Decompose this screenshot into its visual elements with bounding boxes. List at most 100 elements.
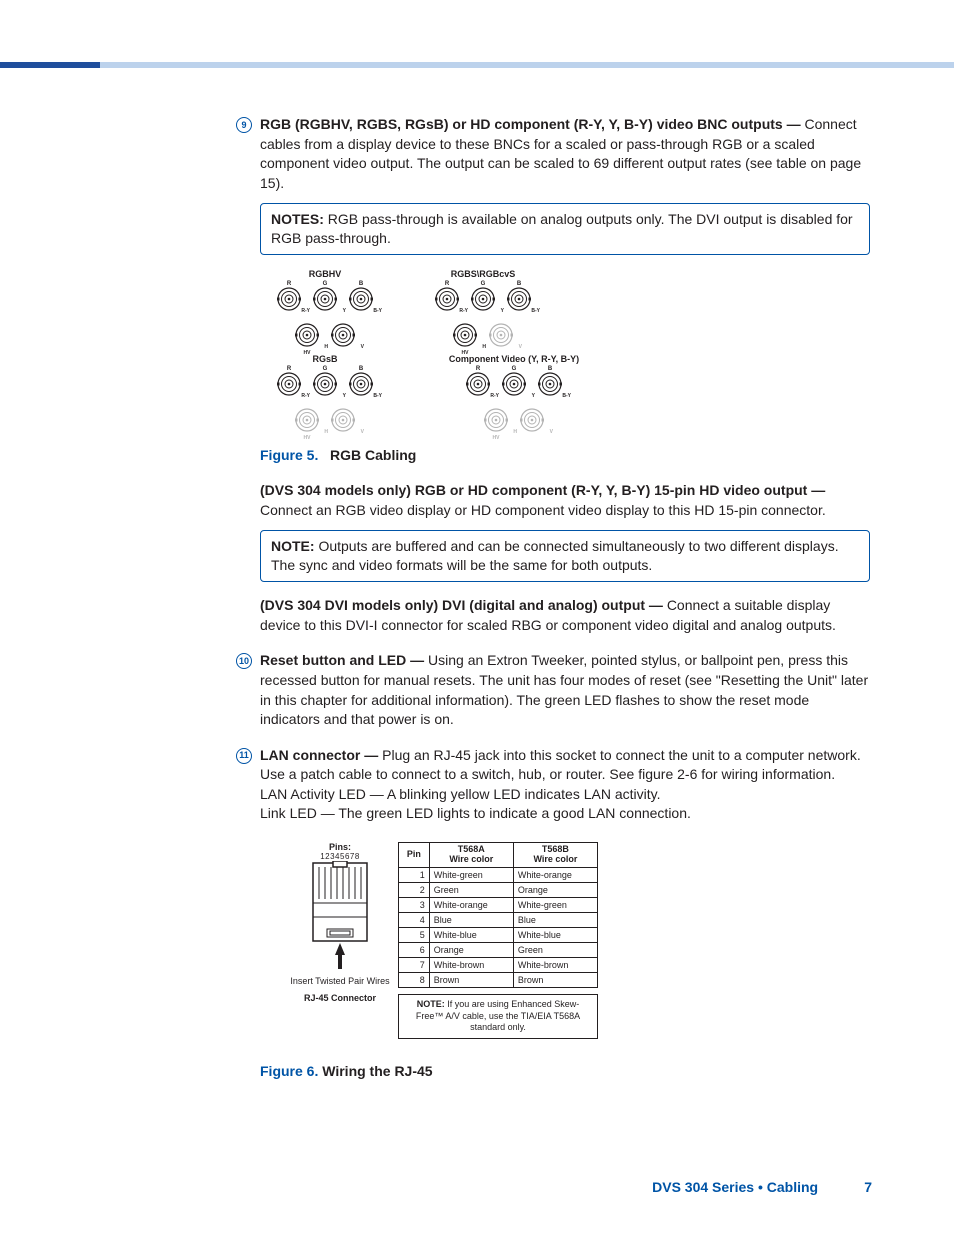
table-row: 4 Blue Blue (399, 912, 598, 927)
cell-t568a: White-orange (429, 897, 513, 912)
note-label: NOTES: (271, 211, 324, 227)
table-row: 3 White-orange White-green (399, 897, 598, 912)
bnc-connector-icon: HHV (292, 318, 322, 348)
rj45-icon (305, 861, 375, 971)
cell-t568b: Brown (513, 972, 597, 987)
header-light-bar (100, 62, 954, 68)
cell-t568a: White-green (429, 867, 513, 882)
item-11: 11 LAN connector — Plug an RJ-45 jack in… (260, 746, 870, 824)
note-text: RGB pass-through is available on analog … (271, 211, 853, 246)
bnc-connector-icon: HHV (292, 403, 322, 433)
th-pin: Pin (399, 843, 430, 868)
cell-t568b: White-green (513, 897, 597, 912)
cell-t568a: White-blue (429, 927, 513, 942)
note-text-2: Outputs are buffered and can be connecte… (271, 538, 839, 573)
page-content: 9 RGB (RGBHV, RGBS, RGsB) or HD componen… (260, 115, 870, 1097)
bnc-connector-icon: GY (310, 282, 340, 312)
bnc-connector-icon: BB-Y (346, 282, 376, 312)
table-row: 6 Orange Green (399, 942, 598, 957)
rj45-note: NOTE: If you are using Enhanced Skew-Fre… (398, 994, 598, 1039)
bnc-connector-icon: GY (468, 282, 498, 312)
bnc-group: Component Video (Y, R-Y, B-Y) RR-Y GY BB… (424, 354, 604, 433)
figure-5-number: Figure 5. (260, 447, 318, 463)
rj45-insert-caption: Insert Twisted Pair Wires (290, 976, 390, 987)
bnc-connector-icon: GY (499, 367, 529, 397)
dvs304-15pin: (DVS 304 models only) RGB or HD componen… (260, 481, 870, 520)
note-rgb-passthrough: NOTES: RGB pass-through is available on … (260, 203, 870, 255)
rj45-diagram: Pins: 12345678 (290, 842, 870, 1039)
cell-pin: 2 (399, 882, 430, 897)
bnc-group-title: RGBS\RGBcvS (424, 269, 542, 279)
bnc-connector-icon: V (486, 318, 516, 348)
bnc-connector-icon: RR-Y (463, 367, 493, 397)
pins-label: Pins: (290, 842, 390, 852)
item-10-heading: Reset button and LED — (260, 652, 424, 668)
page-number: 7 (842, 1179, 872, 1195)
table-row: 1 White-green White-orange (399, 867, 598, 882)
item-9-heading: RGB (RGBHV, RGBS, RGsB) or HD component … (260, 116, 801, 132)
bnc-group: RGBHV RR-Y GY BB-Y HHV V (266, 269, 384, 348)
callout-9: 9 (236, 117, 252, 133)
callout-11: 11 (236, 748, 252, 764)
rj45-connector-caption: RJ-45 Connector (290, 993, 390, 1004)
bnc-connector-icon: GY (310, 367, 340, 397)
figure-6-number: Figure 6. (260, 1063, 318, 1079)
note-outputs-buffered: NOTE: Outputs are buffered and can be co… (260, 530, 870, 582)
cell-t568b: Green (513, 942, 597, 957)
figure-6-title: Wiring the RJ-45 (322, 1063, 432, 1079)
cell-t568b: White-blue (513, 927, 597, 942)
cell-t568b: Blue (513, 912, 597, 927)
cell-pin: 3 (399, 897, 430, 912)
cell-t568a: Orange (429, 942, 513, 957)
bnc-connector-icon: BB-Y (504, 282, 534, 312)
cell-pin: 5 (399, 927, 430, 942)
rj45-table-wrap: Pin T568AWire color T568BWire color 1 Wh… (398, 842, 608, 1039)
bnc-connector-icon: HHV (450, 318, 480, 348)
page-footer: DVS 304 Series • Cabling 7 (652, 1179, 872, 1195)
bnc-group: RGsB RR-Y GY BB-Y HHV V (266, 354, 384, 433)
rj45-note-label: NOTE: (417, 999, 445, 1009)
header-accent-bar (0, 62, 100, 68)
bnc-connector-icon: BB-Y (346, 367, 376, 397)
bnc-connector-icon: HHV (481, 403, 511, 433)
cell-pin: 6 (399, 942, 430, 957)
dvi-output: (DVS 304 DVI models only) DVI (digital a… (260, 596, 870, 635)
figure-5-caption: Figure 5. RGB Cabling (260, 447, 870, 463)
dvi-heading: (DVS 304 DVI models only) DVI (digital a… (260, 597, 663, 613)
cell-pin: 8 (399, 972, 430, 987)
bnc-connector-icon: BB-Y (535, 367, 565, 397)
bnc-connector-icon: V (328, 403, 358, 433)
note-label-2: NOTE: (271, 538, 315, 554)
bnc-diagram: RGBHV RR-Y GY BB-Y HHV V RGBS\RGBcvS (266, 269, 870, 433)
table-row: 8 Brown Brown (399, 972, 598, 987)
cell-t568a: White-brown (429, 957, 513, 972)
th-t568a: T568AWire color (429, 843, 513, 868)
cell-t568b: White-brown (513, 957, 597, 972)
th-t568b: T568BWire color (513, 843, 597, 868)
bnc-connector-icon: RR-Y (274, 367, 304, 397)
footer-text: DVS 304 Series • Cabling (652, 1179, 818, 1195)
item-11-heading: LAN connector — (260, 747, 378, 763)
cell-t568b: White-orange (513, 867, 597, 882)
cell-pin: 7 (399, 957, 430, 972)
cell-pin: 4 (399, 912, 430, 927)
item-10: 10 Reset button and LED — Using an Extro… (260, 651, 870, 729)
bnc-connector-icon: V (328, 318, 358, 348)
bnc-group: RGBS\RGBcvS RR-Y GY BB-Y HHV V (424, 269, 542, 348)
bnc-connector-icon: V (517, 403, 547, 433)
bnc-group-title: Component Video (Y, R-Y, B-Y) (424, 354, 604, 364)
figure-6-caption: Figure 6. Wiring the RJ-45 (260, 1063, 870, 1079)
pin-numbers: 12345678 (290, 852, 390, 861)
dvs304-heading: (DVS 304 models only) RGB or HD componen… (260, 482, 825, 498)
cell-t568a: Blue (429, 912, 513, 927)
table-row: 2 Green Orange (399, 882, 598, 897)
bnc-connector-icon: RR-Y (274, 282, 304, 312)
bnc-group-title: RGBHV (266, 269, 384, 279)
cell-pin: 1 (399, 867, 430, 882)
cell-t568a: Green (429, 882, 513, 897)
cell-t568b: Orange (513, 882, 597, 897)
rj45-connector-drawing: Pins: 12345678 (290, 842, 390, 1039)
rj45-pin-table: Pin T568AWire color T568BWire color 1 Wh… (398, 842, 598, 988)
table-row: 7 White-brown White-brown (399, 957, 598, 972)
bnc-connector-icon: RR-Y (432, 282, 462, 312)
